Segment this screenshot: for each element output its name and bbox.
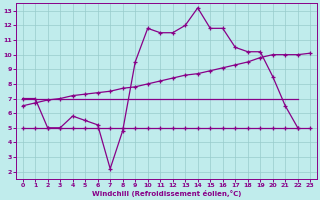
X-axis label: Windchill (Refroidissement éolien,°C): Windchill (Refroidissement éolien,°C) bbox=[92, 190, 241, 197]
